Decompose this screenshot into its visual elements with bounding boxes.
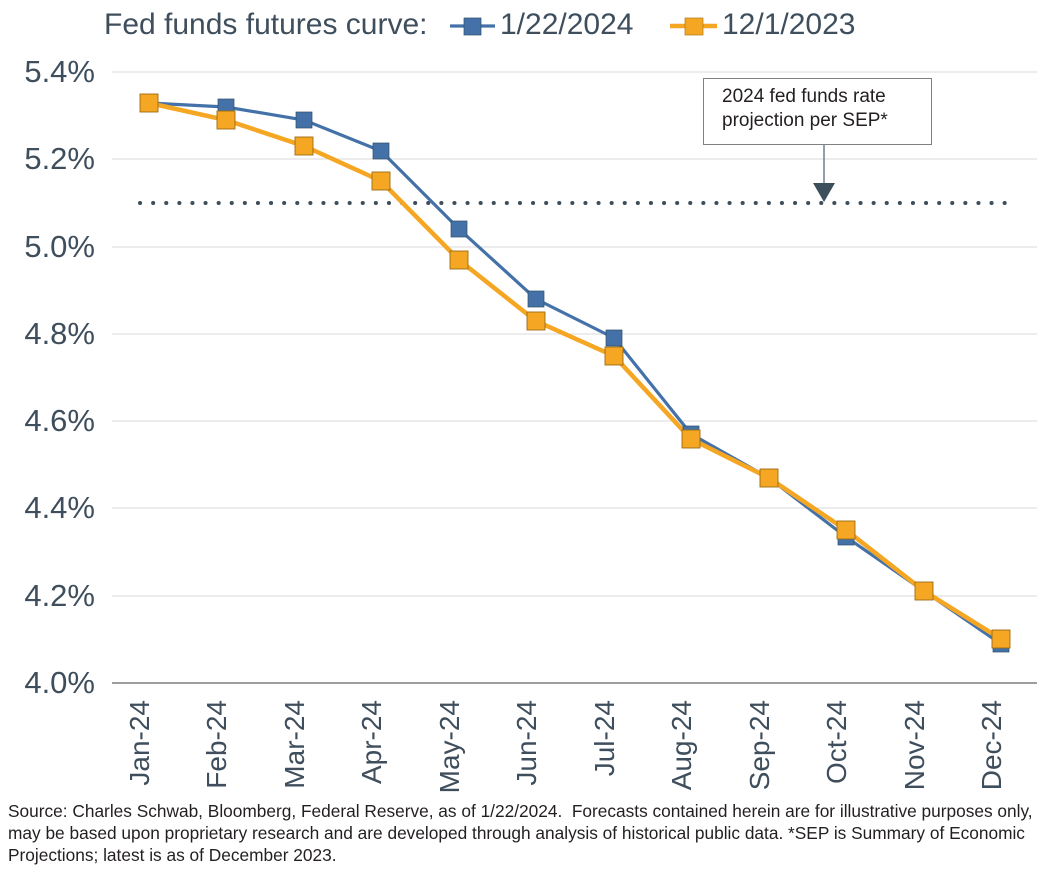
svg-text:Jan-24: Jan-24 bbox=[124, 700, 155, 786]
svg-text:Aug-24: Aug-24 bbox=[666, 700, 697, 790]
svg-text:Nov-24: Nov-24 bbox=[899, 700, 930, 790]
svg-text:4.2%: 4.2% bbox=[24, 578, 95, 613]
svg-text:5.0%: 5.0% bbox=[24, 229, 95, 264]
svg-text:4.4%: 4.4% bbox=[24, 490, 95, 525]
svg-text:Dec-24: Dec-24 bbox=[976, 700, 1007, 790]
svg-text:Jun-24: Jun-24 bbox=[511, 700, 542, 786]
svg-text:4.8%: 4.8% bbox=[24, 316, 95, 351]
svg-text:Oct-24: Oct-24 bbox=[821, 700, 852, 784]
svg-text:4.0%: 4.0% bbox=[24, 665, 95, 700]
svg-text:5.4%: 5.4% bbox=[24, 54, 95, 89]
svg-text:Apr-24: Apr-24 bbox=[356, 700, 387, 784]
svg-text:Jul-24: Jul-24 bbox=[589, 700, 620, 776]
svg-text:Sep-24: Sep-24 bbox=[744, 700, 775, 790]
svg-text:5.2%: 5.2% bbox=[24, 141, 95, 176]
svg-text:May-24: May-24 bbox=[434, 700, 465, 793]
svg-text:1/22/2024: 1/22/2024 bbox=[500, 8, 633, 41]
svg-text:Feb-24: Feb-24 bbox=[201, 700, 232, 789]
svg-text:4.6%: 4.6% bbox=[24, 403, 95, 438]
svg-text:Mar-24: Mar-24 bbox=[279, 700, 310, 789]
svg-text:12/1/2023: 12/1/2023 bbox=[722, 8, 855, 41]
